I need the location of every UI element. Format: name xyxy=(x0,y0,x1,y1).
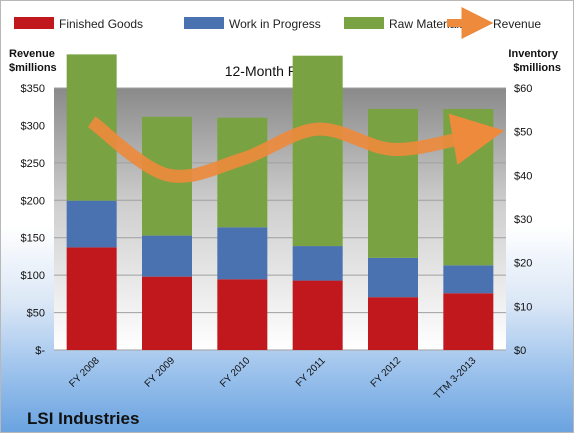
bar-raw-materials xyxy=(292,55,343,247)
legend-label-work-in-progress: Work in Progress xyxy=(229,17,321,31)
bar-finished-goods xyxy=(142,276,192,350)
bar-raw-materials xyxy=(368,108,418,258)
plot-area xyxy=(54,88,506,350)
bar-work-in-progress xyxy=(443,265,494,294)
category-label: FY 2010 xyxy=(218,355,253,390)
category-label: FY 2008 xyxy=(67,355,102,390)
right-tick-label: $40 xyxy=(514,170,532,182)
right-axis-ticks: $0 $10 $20 $30 $40 $50 $60 xyxy=(514,83,532,357)
legend-swatch-finished-goods xyxy=(14,17,54,29)
bar-finished-goods xyxy=(292,280,343,350)
category-label: FY 2009 xyxy=(143,355,178,390)
left-tick-label: $- xyxy=(35,345,45,357)
company-name: LSI Industries xyxy=(27,409,139,428)
left-tick-label: $100 xyxy=(21,270,45,282)
left-axis-ticks: $- $50 $100 $150 $200 $250 $300 $350 xyxy=(21,83,46,357)
bar-finished-goods xyxy=(368,297,418,350)
category-label: FY 2012 xyxy=(369,355,404,390)
right-tick-label: $50 xyxy=(514,127,532,139)
bar-finished-goods xyxy=(66,247,117,350)
legend: Finished Goods Work in Progress Raw Mate… xyxy=(14,7,541,39)
right-axis-title: Inventory $millions xyxy=(508,48,561,74)
right-tick-label: $0 xyxy=(514,345,526,357)
category-labels: FY 2008 FY 2009 FY 2010 FY 2011 FY 2012 TTM 3… xyxy=(67,355,478,402)
bar-work-in-progress xyxy=(66,200,117,248)
bar-work-in-progress xyxy=(142,235,192,277)
left-tick-label: $50 xyxy=(27,308,45,320)
bar-work-in-progress xyxy=(292,246,343,281)
bar-finished-goods xyxy=(217,279,268,350)
left-tick-label: $250 xyxy=(21,158,45,170)
category-label: FY 2011 xyxy=(294,355,328,389)
right-tick-label: $10 xyxy=(514,301,532,313)
right-axis-title-line-1: Inventory xyxy=(508,48,558,60)
bar-work-in-progress xyxy=(217,227,268,280)
left-tick-label: $350 xyxy=(21,83,45,95)
revenue-line xyxy=(87,113,505,183)
legend-label-raw-materials: Raw Materials xyxy=(389,17,465,31)
revenue-line-path xyxy=(87,113,505,183)
bar-finished-goods xyxy=(443,293,494,350)
left-tick-label: $200 xyxy=(21,195,45,207)
left-axis-title: Revenue $millions xyxy=(9,48,58,74)
right-tick-label: $20 xyxy=(514,258,532,270)
legend-label-revenue: Revenue xyxy=(493,17,541,31)
right-tick-label: $60 xyxy=(514,83,532,95)
bar-raw-materials xyxy=(443,108,494,266)
bar-work-in-progress xyxy=(368,257,418,298)
left-tick-label: $300 xyxy=(21,120,45,132)
legend-swatch-work-in-progress xyxy=(184,17,224,29)
gridlines xyxy=(54,87,506,351)
category-label: TTM 3-2013 xyxy=(432,355,479,402)
left-axis-title-line-2: $millions xyxy=(9,62,57,74)
legend-label-finished-goods: Finished Goods xyxy=(59,17,143,31)
left-axis-title-line-1: Revenue xyxy=(9,48,55,60)
right-axis-title-line-2: $millions xyxy=(513,62,561,74)
legend-swatch-raw-materials xyxy=(344,17,384,29)
bar-raw-materials xyxy=(217,117,268,228)
left-tick-label: $150 xyxy=(21,233,45,245)
right-tick-label: $30 xyxy=(514,214,532,226)
